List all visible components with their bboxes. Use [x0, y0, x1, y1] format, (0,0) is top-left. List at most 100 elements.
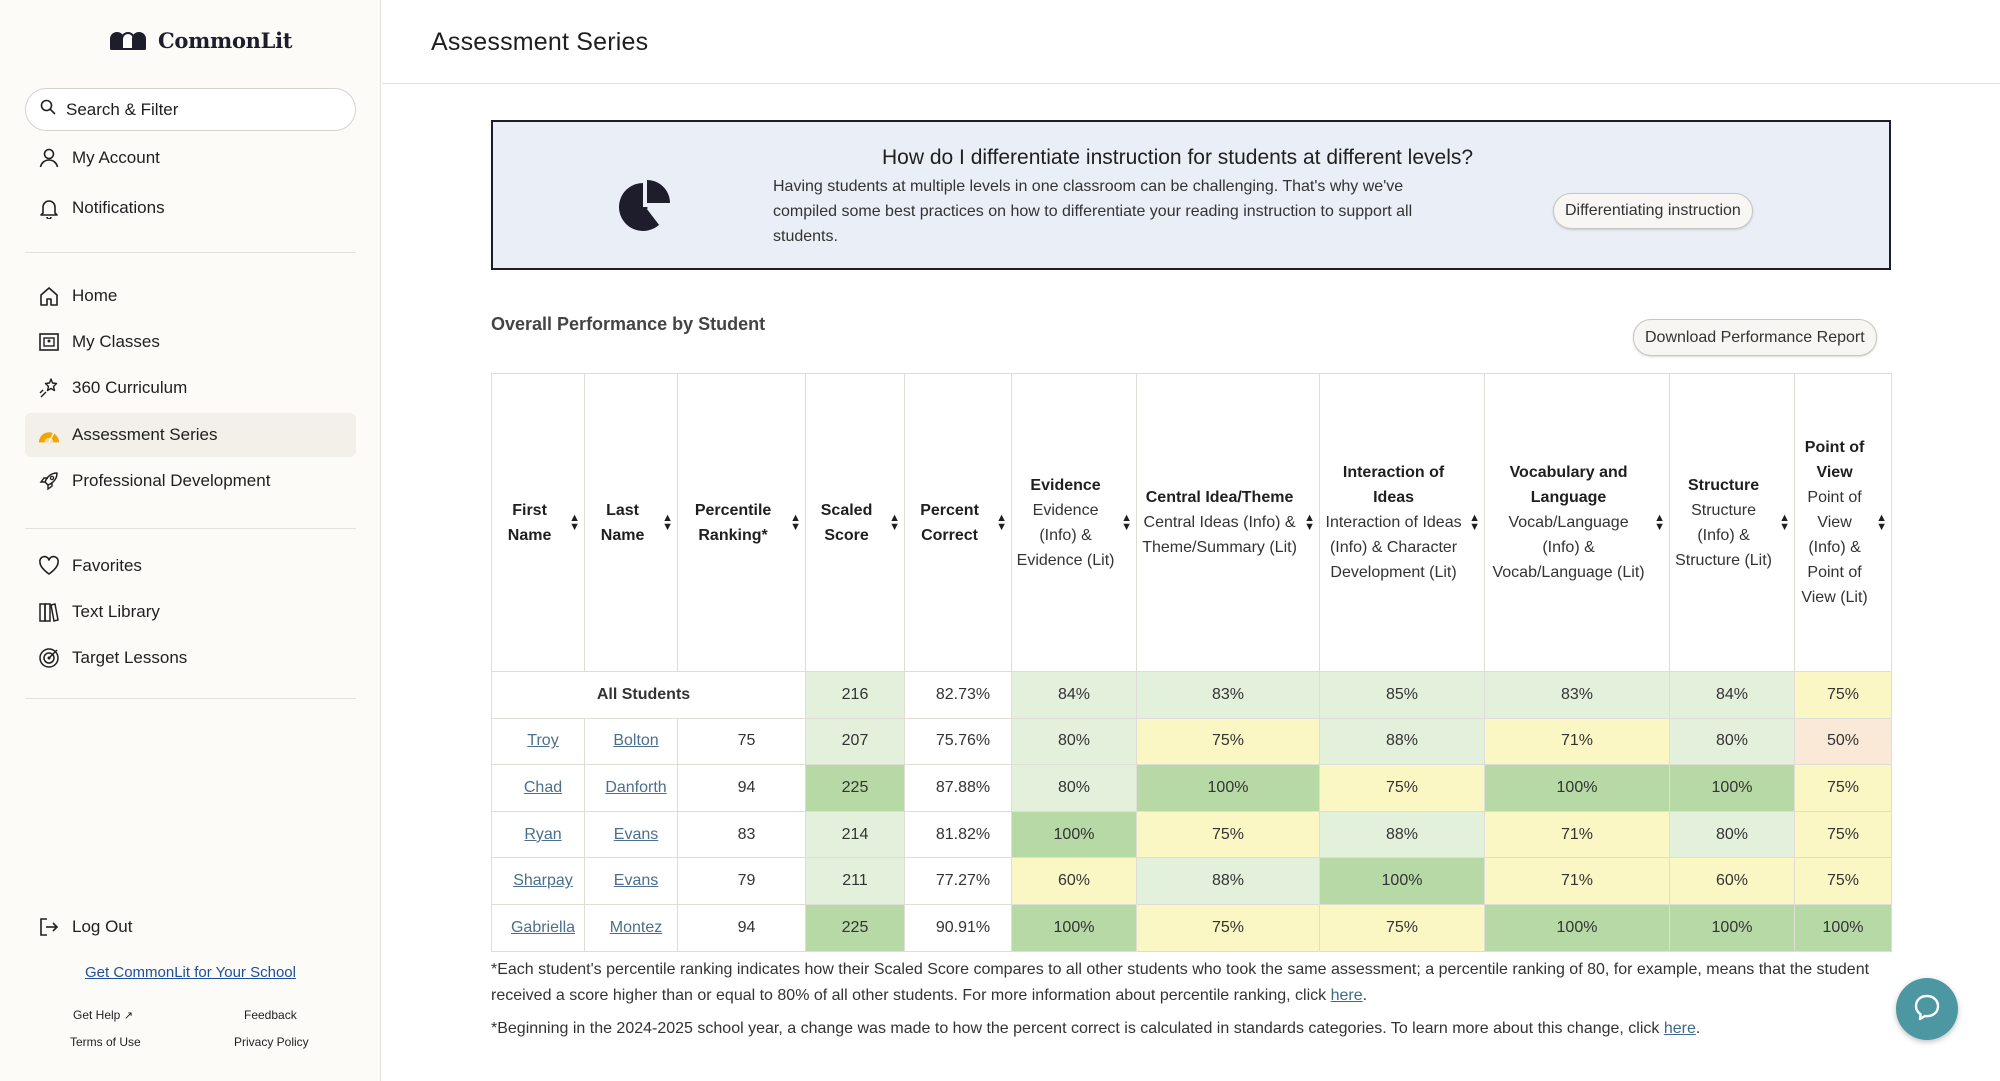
column-subtitle: Structure (Info) & Structure (Lit): [1675, 501, 1773, 569]
student-first-name-link[interactable]: Chad: [523, 778, 563, 796]
column-header[interactable]: Interaction of Ideas Interaction of Ideas…: [1319, 373, 1485, 672]
performance-table: First Name ▲ ▼ Last Name ▲ ▼ Percentile Rankin…: [491, 373, 1892, 952]
sidebar-item-my-classes[interactable]: My Classes: [25, 320, 356, 364]
sidebar-item-assessment-series[interactable]: Assessment Series: [25, 413, 356, 457]
column-header[interactable]: First Name ▲ ▼: [491, 373, 585, 672]
column-header[interactable]: Percentile Ranking* ▲ ▼: [677, 373, 806, 672]
percentile-cell: 75: [677, 717, 806, 766]
column-header-text: Interaction of Ideas Interaction of Ideas…: [1324, 460, 1463, 585]
column-header-text: First Name: [496, 498, 563, 548]
column-title: Interaction of Ideas: [1342, 464, 1445, 506]
column-header[interactable]: Scaled Score ▲ ▼: [805, 373, 905, 672]
top-bar: Assessment Series: [382, 0, 2000, 84]
sidebar-item-text-library[interactable]: Text Library: [25, 590, 356, 634]
sidebar-item-label: Professional Development: [72, 471, 271, 490]
sort-icon[interactable]: ▲ ▼: [996, 511, 1007, 533]
search-input[interactable]: [66, 99, 326, 120]
sidebar-item-label: Assessment Series: [72, 425, 218, 444]
column-header-content: Percent Correct ▲ ▼: [909, 498, 1007, 548]
commonlit-logo[interactable]: CommonLit: [110, 28, 292, 53]
sidebar-item-my-account[interactable]: My Account: [25, 136, 356, 180]
sidebar-item-home[interactable]: Home: [25, 274, 356, 318]
sort-icon[interactable]: ▲ ▼: [569, 511, 580, 533]
logout-button[interactable]: Log Out: [25, 905, 356, 949]
student-last-name-link[interactable]: Bolton: [613, 732, 659, 750]
column-header[interactable]: Percent Correct ▲ ▼: [904, 373, 1012, 672]
student-first-name-link[interactable]: Sharpay: [513, 872, 573, 890]
sidebar-item-label: My Account: [72, 148, 160, 167]
standard-score-cell: 83%: [1484, 671, 1670, 719]
student-last-name-link[interactable]: Danforth: [605, 778, 667, 796]
sort-icon[interactable]: ▲ ▼: [1304, 511, 1315, 533]
column-header-content: Central Idea/Theme Central Ideas (Info) &…: [1141, 485, 1315, 560]
sidebar-item-label: Text Library: [72, 602, 160, 621]
column-header[interactable]: Vocabulary and Language Vocab/Language (I…: [1484, 373, 1670, 672]
search-filter[interactable]: [25, 88, 356, 131]
student-last-name-link[interactable]: Evans: [613, 872, 659, 890]
student-first-name-link[interactable]: Ryan: [524, 825, 562, 843]
terms-link[interactable]: Terms of Use: [70, 1035, 141, 1049]
student-last-name-link[interactable]: Montez: [609, 918, 663, 936]
logout-label: Log Out: [72, 917, 133, 936]
get-help-label: Get Help: [73, 1008, 121, 1022]
standard-score-cell: 80%: [1011, 717, 1137, 766]
percent-correct-info-link[interactable]: here: [1663, 1020, 1696, 1037]
standard-score-cell: 80%: [1669, 717, 1795, 766]
classes-icon: [38, 331, 60, 353]
sidebar-item-360-curriculum[interactable]: 360 Curriculum: [25, 366, 356, 410]
sort-icon[interactable]: ▲ ▼: [889, 511, 900, 533]
logo-books-icon: [110, 31, 152, 50]
privacy-link[interactable]: Privacy Policy: [234, 1035, 309, 1049]
sidebar-item-professional-development[interactable]: Professional Development: [25, 459, 356, 503]
student-first-name-link[interactable]: Troy: [527, 732, 559, 750]
download-report-button[interactable]: Download Performance Report: [1633, 319, 1877, 356]
column-subtitle: Central Ideas (Info) & Theme/Summary (Li…: [1142, 514, 1297, 556]
column-header[interactable]: Central Idea/Theme Central Ideas (Info) &…: [1136, 373, 1320, 672]
column-header[interactable]: Point of View Point of View (Info) & Poin…: [1794, 373, 1892, 672]
sort-icon[interactable]: ▲ ▼: [1779, 511, 1790, 533]
sidebar-item-label: My Classes: [72, 332, 160, 351]
standard-score-cell: 100%: [1011, 903, 1137, 952]
percentile-info-link[interactable]: here: [1330, 987, 1363, 1004]
differentiating-instruction-button[interactable]: Differentiating instruction: [1553, 193, 1753, 229]
banner-title: How do I differentiate instruction for s…: [882, 146, 1474, 169]
first-name-cell: Gabriella: [491, 903, 585, 952]
column-title: Structure: [1687, 476, 1760, 494]
standard-score-cell: 100%: [1669, 764, 1795, 812]
scaled-score-cell: 216: [805, 671, 905, 719]
footnotes: *Each student's percentile ranking indic…: [491, 957, 1891, 1049]
sidebar-item-notifications[interactable]: Notifications: [25, 186, 356, 230]
column-header[interactable]: Last Name ▲ ▼: [584, 373, 678, 672]
help-chat-button[interactable]: [1896, 978, 1958, 1040]
sidebar-item-favorites[interactable]: Favorites: [25, 544, 356, 588]
column-subtitle: Point of View (Info) & Point of View (Li…: [1801, 489, 1868, 606]
get-commonlit-link[interactable]: Get CommonLit for Your School: [85, 964, 296, 981]
sort-icon[interactable]: ▲ ▼: [790, 511, 801, 533]
sidebar-item-label: Favorites: [72, 556, 142, 575]
student-first-name-link[interactable]: Gabriella: [510, 918, 576, 936]
home-icon: [38, 285, 60, 307]
standard-score-cell: 75%: [1319, 903, 1485, 952]
sidebar: CommonLit My Account Notifications Home …: [0, 0, 381, 1081]
standard-score-cell: 75%: [1794, 671, 1892, 719]
get-help-link[interactable]: Get Help ↗: [73, 1008, 133, 1022]
student-last-name-link[interactable]: Evans: [613, 825, 659, 843]
first-name-cell: Troy: [491, 717, 585, 766]
sidebar-item-target-lessons[interactable]: Target Lessons: [25, 636, 356, 680]
column-header-content: Evidence Evidence (Info) & Evidence (Lit)…: [1016, 473, 1132, 573]
pie-chart-icon: [618, 180, 674, 237]
column-header[interactable]: Evidence Evidence (Info) & Evidence (Lit)…: [1011, 373, 1137, 672]
sort-icon[interactable]: ▲ ▼: [1876, 511, 1887, 533]
standard-score-cell: 100%: [1011, 810, 1137, 859]
standard-score-cell: 100%: [1319, 857, 1485, 905]
column-header[interactable]: Structure Structure (Info) & Structure (L…: [1669, 373, 1795, 672]
sort-icon[interactable]: ▲ ▼: [1121, 511, 1132, 533]
sort-icon[interactable]: ▲ ▼: [662, 511, 673, 533]
scaled-score-cell: 214: [805, 810, 905, 859]
standard-score-cell: 50%: [1794, 717, 1892, 766]
sidebar-item-label: 360 Curriculum: [72, 378, 188, 397]
sort-icon[interactable]: ▲ ▼: [1469, 511, 1480, 533]
standard-score-cell: 100%: [1484, 903, 1670, 952]
feedback-link[interactable]: Feedback: [244, 1008, 297, 1022]
sort-icon[interactable]: ▲ ▼: [1654, 511, 1665, 533]
